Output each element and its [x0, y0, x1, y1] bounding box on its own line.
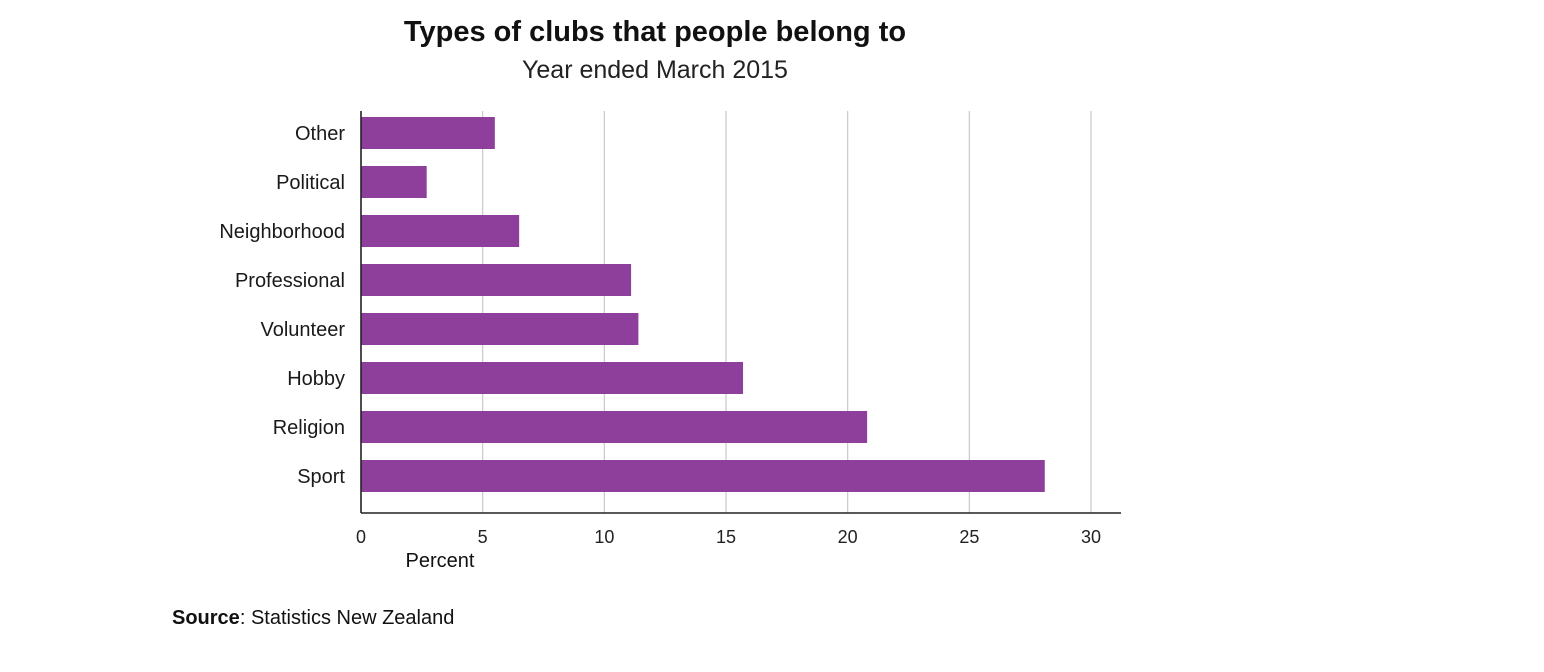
- bar-sport: [361, 460, 1045, 492]
- category-label: Hobby: [287, 368, 345, 390]
- source-text: Statistics New Zealand: [250, 607, 455, 629]
- bar-hobby: [361, 362, 744, 394]
- bar-other: [361, 117, 495, 149]
- tick-labels: 0 5 10 15 20 25 30: [356, 527, 1101, 547]
- category-label: Political: [276, 172, 345, 194]
- source-note: Source: Statistics New Zealand: [172, 607, 455, 629]
- category-label: Sport: [297, 466, 345, 488]
- bar-political: [361, 166, 427, 198]
- category-label: Religion: [273, 417, 345, 439]
- bar-religion: [361, 411, 868, 443]
- axes: [360, 111, 1121, 514]
- bars: [361, 117, 1045, 492]
- bar-professional: [361, 264, 632, 296]
- x-tick-label: 25: [959, 527, 979, 547]
- category-label: Professional: [235, 270, 345, 292]
- chart-subtitle: Year ended March 2015: [522, 56, 788, 84]
- category-labels: Other Political Neighborhood Professional Vo…: [219, 123, 345, 488]
- x-tick-label: 5: [478, 527, 488, 547]
- chart-title: Types of clubs that people belong to: [403, 16, 907, 48]
- x-axis-label: Percent: [406, 550, 475, 572]
- x-tick-label: 30: [1081, 527, 1101, 547]
- x-tick-label: 0: [356, 527, 366, 547]
- bar-chart: Other Political Neighborhood Professional Vo…: [219, 111, 1121, 572]
- x-tick-label: 20: [838, 527, 858, 547]
- x-tick-label: 15: [716, 527, 736, 547]
- category-label: Volunteer: [260, 319, 345, 341]
- bar-neighborhood: [361, 215, 520, 247]
- gridlines: [482, 111, 1092, 513]
- category-label: Neighborhood: [219, 221, 345, 243]
- bar-volunteer: [361, 313, 639, 345]
- category-label: Other: [295, 123, 345, 145]
- x-tick-label: 10: [594, 527, 614, 547]
- source-label: Source: [172, 607, 240, 629]
